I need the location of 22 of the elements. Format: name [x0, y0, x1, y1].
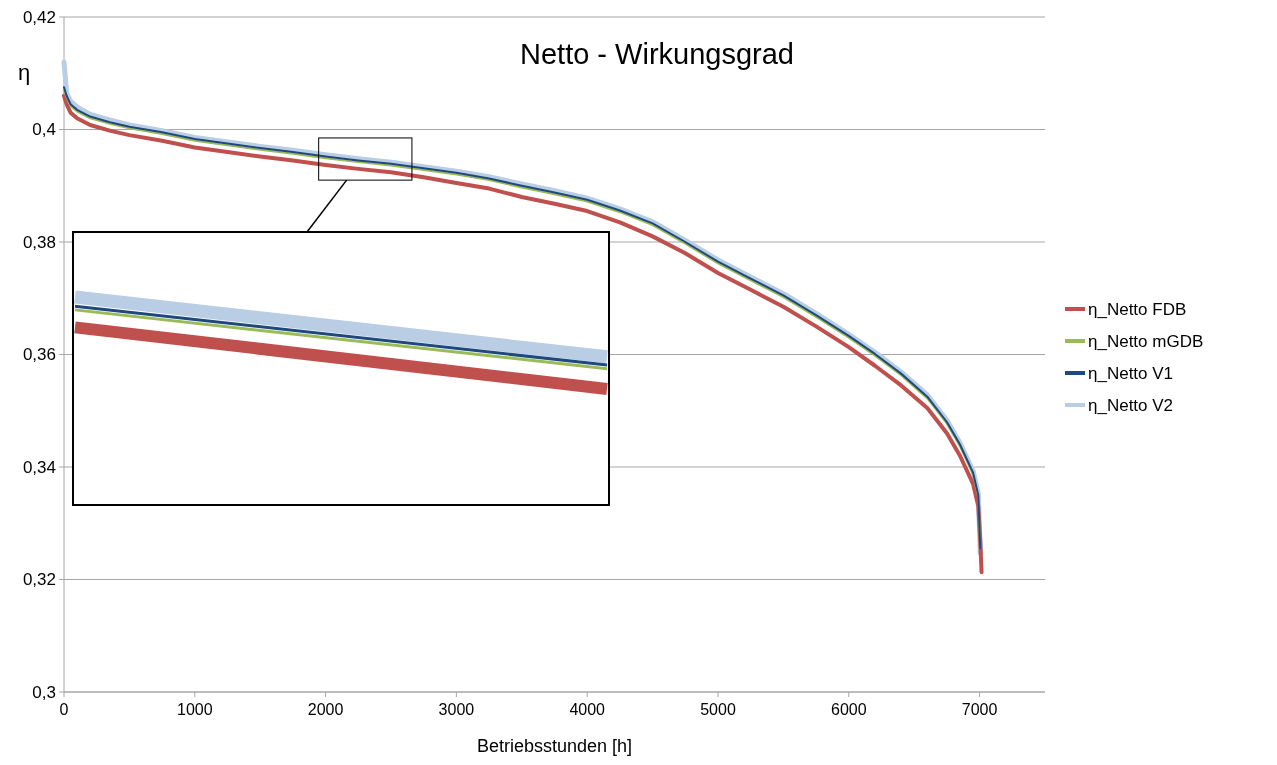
x-axis-title: Betriebsstunden [h]	[476, 736, 633, 756]
y-tick-label: 0,34	[22, 457, 56, 477]
y-tick-label: 0,3	[32, 682, 56, 702]
text: Netto - Wirkungsgrad	[520, 38, 794, 70]
legend-label: η_Netto mGDB	[1088, 331, 1204, 351]
y-tick-label: 0,36	[22, 345, 56, 365]
x-tick-label: 1000	[177, 701, 213, 718]
legend-label: η_Netto V2	[1088, 395, 1174, 415]
y-tick-label: 0,42	[22, 7, 56, 27]
x-tick-label: 2000	[307, 701, 344, 718]
legend-label: η_Netto V1	[1088, 363, 1174, 383]
x-tick-label: 6000	[831, 701, 867, 718]
x-tick-label: 4000	[569, 701, 606, 718]
y-axis-title: η	[18, 60, 31, 85]
x-tick-label: 0	[59, 701, 69, 718]
y-tick-label: 0,32	[22, 570, 56, 590]
legend-label: η_Netto FDB	[1088, 299, 1187, 319]
x-tick-label: 7000	[961, 701, 998, 718]
x-tick-label: 5000	[700, 701, 736, 718]
y-tick-label: 0,38	[22, 232, 56, 252]
y-tick-label: 0,4	[32, 120, 56, 140]
x-tick-label: 3000	[438, 701, 475, 718]
